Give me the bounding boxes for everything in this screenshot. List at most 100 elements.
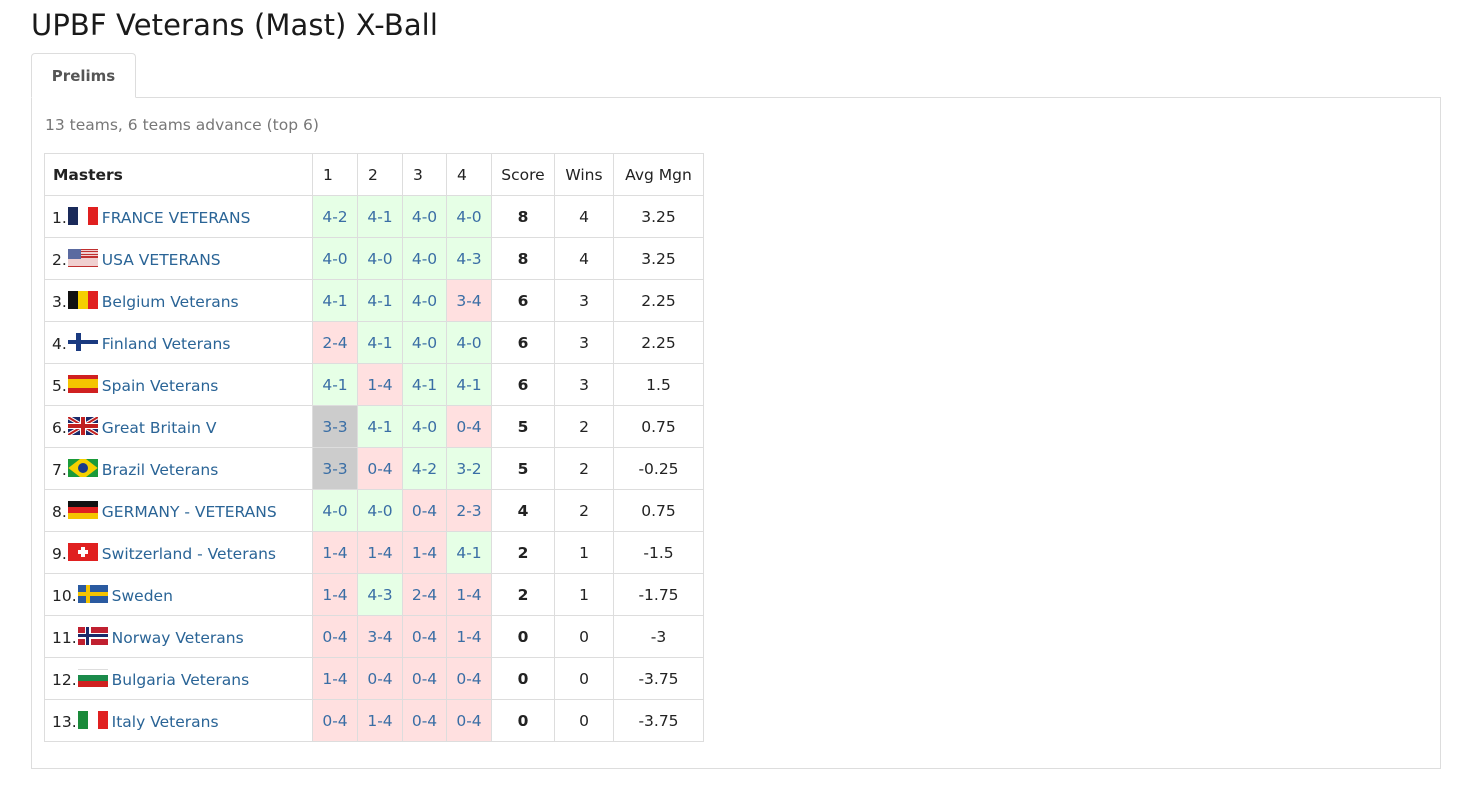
team-link[interactable]: Norway Veterans — [111, 628, 244, 647]
team-avg-margin: -3.75 — [613, 657, 704, 700]
game-result-round-3[interactable]: 4-0 — [402, 279, 447, 322]
game-result-round-2[interactable]: 3-4 — [357, 615, 403, 658]
game-result-round-2[interactable]: 1-4 — [357, 699, 403, 742]
game-result-round-3[interactable]: 4-2 — [402, 447, 447, 490]
table-row: 3. Belgium Veterans 4-1 4-1 4-0 3-4 6 3 2.25 — [44, 279, 704, 322]
game-result-round-3[interactable]: 0-4 — [402, 489, 447, 532]
team-score: 0 — [491, 615, 555, 658]
team-cell: 8. GERMANY - VETERANS — [44, 489, 313, 532]
game-result-round-3[interactable]: 4-1 — [402, 363, 447, 406]
team-rank: 12. — [52, 670, 77, 689]
game-result-round-4[interactable]: 3-4 — [446, 279, 492, 322]
game-result-round-1[interactable]: 0-4 — [312, 699, 358, 742]
game-result-round-1[interactable]: 4-0 — [312, 237, 358, 280]
game-result-round-3[interactable]: 4-0 — [402, 195, 447, 238]
game-result-round-2[interactable]: 4-0 — [357, 237, 403, 280]
team-score: 6 — [491, 321, 555, 364]
game-result-round-2[interactable]: 4-1 — [357, 321, 403, 364]
game-result-round-1[interactable]: 3-3 — [312, 447, 358, 490]
game-result-round-2[interactable]: 1-4 — [357, 531, 403, 574]
team-link[interactable]: Belgium Veterans — [101, 292, 239, 311]
game-result-round-4[interactable]: 0-4 — [446, 699, 492, 742]
game-result-round-2[interactable]: 0-4 — [357, 657, 403, 700]
header-round-4: 4 — [446, 153, 492, 196]
team-link[interactable]: Bulgaria Veterans — [111, 670, 250, 689]
game-result-round-1[interactable]: 2-4 — [312, 321, 358, 364]
team-score: 0 — [491, 699, 555, 742]
team-wins: 0 — [554, 657, 614, 700]
header-wins: Wins — [554, 153, 614, 196]
team-link[interactable]: Switzerland - Veterans — [101, 544, 276, 563]
team-link[interactable]: Great Britain V — [101, 418, 217, 437]
team-wins: 4 — [554, 237, 614, 280]
game-result-round-4[interactable]: 0-4 — [446, 657, 492, 700]
game-result-round-2[interactable]: 0-4 — [357, 447, 403, 490]
game-result-round-2[interactable]: 4-1 — [357, 405, 403, 448]
team-rank: 3. — [52, 292, 67, 311]
game-result-round-1[interactable]: 4-1 — [312, 363, 358, 406]
game-result-round-4[interactable]: 4-0 — [446, 195, 492, 238]
team-cell: 1. FRANCE VETERANS — [44, 195, 313, 238]
game-result-round-4[interactable]: 4-1 — [446, 531, 492, 574]
game-result-round-2[interactable]: 4-1 — [357, 279, 403, 322]
team-avg-margin: 3.25 — [613, 237, 704, 280]
game-result-round-2[interactable]: 4-0 — [357, 489, 403, 532]
game-result-round-3[interactable]: 2-4 — [402, 573, 447, 616]
game-result-round-4[interactable]: 4-3 — [446, 237, 492, 280]
table-row: 6. Great Britain V 3-3 4-1 4-0 0-4 5 2 0.75 — [44, 405, 704, 448]
game-result-round-3[interactable]: 1-4 — [402, 531, 447, 574]
game-result-round-4[interactable]: 4-1 — [446, 363, 492, 406]
france-flag-icon — [67, 206, 98, 225]
game-result-round-3[interactable]: 4-0 — [402, 405, 447, 448]
table-row: 13. Italy Veterans 0-4 1-4 0-4 0-4 0 0 -3.75 — [44, 699, 704, 742]
game-result-round-4[interactable]: 3-2 — [446, 447, 492, 490]
game-result-round-4[interactable]: 1-4 — [446, 573, 492, 616]
team-link[interactable]: Finland Veterans — [101, 334, 231, 353]
game-result-round-2[interactable]: 1-4 — [357, 363, 403, 406]
team-rank: 4. — [52, 334, 67, 353]
game-result-round-4[interactable]: 0-4 — [446, 405, 492, 448]
game-result-round-3[interactable]: 0-4 — [402, 657, 447, 700]
game-result-round-1[interactable]: 3-3 — [312, 405, 358, 448]
team-wins: 1 — [554, 531, 614, 574]
team-wins: 3 — [554, 363, 614, 406]
team-rank: 5. — [52, 376, 67, 395]
game-result-round-1[interactable]: 1-4 — [312, 573, 358, 616]
game-result-round-1[interactable]: 4-1 — [312, 279, 358, 322]
team-wins: 2 — [554, 405, 614, 448]
game-result-round-1[interactable]: 1-4 — [312, 657, 358, 700]
game-result-round-1[interactable]: 1-4 — [312, 531, 358, 574]
game-result-round-2[interactable]: 4-3 — [357, 573, 403, 616]
game-result-round-3[interactable]: 4-0 — [402, 237, 447, 280]
great-britain-flag-icon — [67, 416, 98, 435]
game-result-round-4[interactable]: 4-0 — [446, 321, 492, 364]
team-avg-margin: 0.75 — [613, 489, 704, 532]
header-round-2: 2 — [357, 153, 403, 196]
tab-prelims[interactable]: Prelims — [31, 53, 136, 98]
team-cell: 4. Finland Veterans — [44, 321, 313, 364]
team-link[interactable]: Spain Veterans — [101, 376, 219, 395]
team-rank: 13. — [52, 712, 77, 731]
team-avg-margin: -3.75 — [613, 699, 704, 742]
team-link[interactable]: FRANCE VETERANS — [101, 208, 251, 227]
team-link[interactable]: Sweden — [111, 586, 173, 605]
game-result-round-1[interactable]: 4-2 — [312, 195, 358, 238]
italy-flag-icon — [77, 710, 108, 729]
team-link[interactable]: Italy Veterans — [111, 712, 219, 731]
team-avg-margin: -1.75 — [613, 573, 704, 616]
game-result-round-3[interactable]: 0-4 — [402, 615, 447, 658]
team-link[interactable]: USA VETERANS — [101, 250, 221, 269]
game-result-round-2[interactable]: 4-1 — [357, 195, 403, 238]
game-result-round-4[interactable]: 1-4 — [446, 615, 492, 658]
game-result-round-1[interactable]: 0-4 — [312, 615, 358, 658]
game-result-round-1[interactable]: 4-0 — [312, 489, 358, 532]
game-result-round-4[interactable]: 2-3 — [446, 489, 492, 532]
header-team: Masters — [44, 153, 313, 196]
team-link[interactable]: GERMANY - VETERANS — [101, 502, 277, 521]
team-cell: 9. Switzerland - Veterans — [44, 531, 313, 574]
team-cell: 13. Italy Veterans — [44, 699, 313, 742]
team-score: 5 — [491, 447, 555, 490]
team-link[interactable]: Brazil Veterans — [101, 460, 219, 479]
game-result-round-3[interactable]: 0-4 — [402, 699, 447, 742]
game-result-round-3[interactable]: 4-0 — [402, 321, 447, 364]
